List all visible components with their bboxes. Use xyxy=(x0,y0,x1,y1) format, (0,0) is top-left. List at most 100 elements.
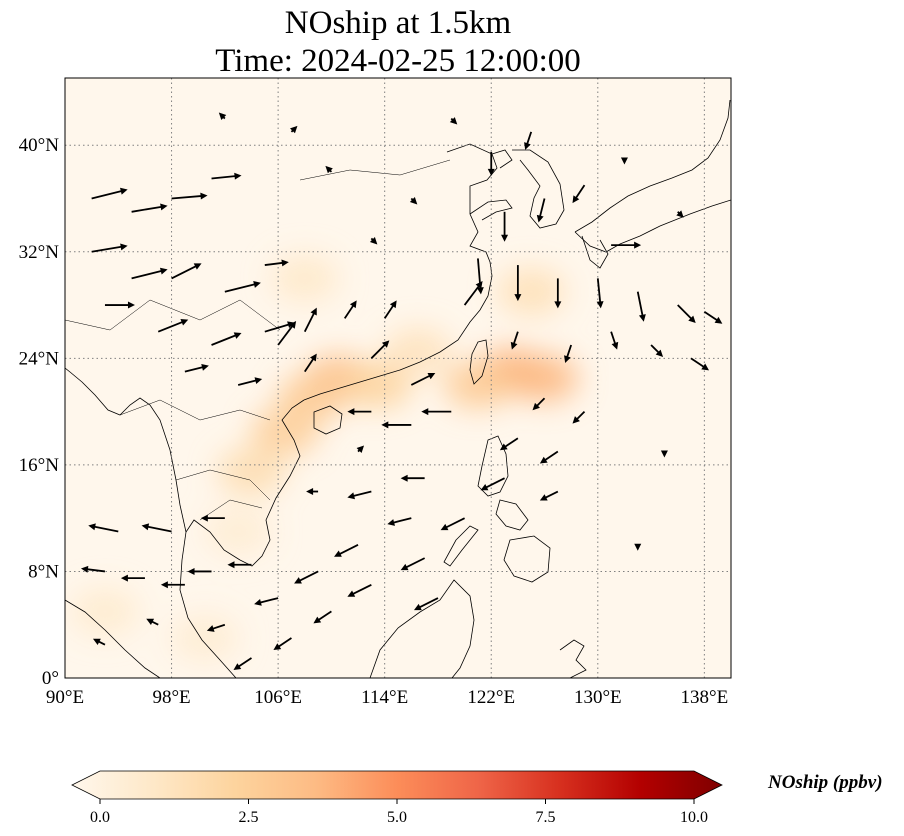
coastline-hainan xyxy=(313,405,343,435)
coastline-luzon xyxy=(477,435,509,497)
lon-tick-label: 122°E xyxy=(467,687,515,708)
wind-arrow xyxy=(200,514,225,522)
coastline-liaodong xyxy=(491,149,513,169)
concentration-blob xyxy=(443,360,512,409)
wind-arrow xyxy=(610,331,619,350)
lon-tick-label: 106°E xyxy=(254,687,302,708)
wind-arrow xyxy=(233,657,252,671)
coastline-korea xyxy=(512,149,565,229)
wind-arrow xyxy=(304,353,317,373)
concentration-blob xyxy=(383,327,452,376)
wind-arrow xyxy=(171,263,202,280)
colorbar-body xyxy=(71,770,723,800)
wind-arrow xyxy=(369,237,378,245)
wind-arrow xyxy=(480,477,505,491)
coastline-shandong xyxy=(469,199,513,221)
colorbar-tick-label: 0.0 xyxy=(90,809,110,826)
colorbar-ticks: 0.0 2.5 5.0 7.5 10.0 xyxy=(90,799,708,826)
lon-tick-label: 90°E xyxy=(46,687,84,708)
wind-arrow xyxy=(218,112,227,120)
wind-arrow xyxy=(690,357,710,371)
wind-arrow xyxy=(347,583,372,597)
coastline-thailand-gulf xyxy=(179,519,241,678)
wind-arrow xyxy=(413,597,439,611)
wind-arrow xyxy=(334,543,359,557)
border-lines xyxy=(65,159,451,521)
wind-arrow xyxy=(514,265,522,302)
wind-arrow xyxy=(650,344,664,357)
wind-arrow xyxy=(91,243,128,253)
wind-arrow xyxy=(187,567,212,575)
lon-tick-label: 138°E xyxy=(681,687,729,708)
concentration-blob xyxy=(217,447,286,496)
concentration-blob xyxy=(70,587,139,636)
wind-arrow xyxy=(211,172,242,180)
wind-arrow xyxy=(476,258,484,295)
colorbar-tick-label: 2.5 xyxy=(239,809,259,826)
wind-arrow xyxy=(92,638,106,646)
wind-arrow xyxy=(104,301,135,309)
wind-arrow xyxy=(171,192,208,200)
wind-arrow xyxy=(539,450,559,464)
wind-arrow xyxy=(343,300,357,319)
wind-arrow xyxy=(421,408,452,416)
wind-arrow xyxy=(487,151,495,176)
wind-arrow xyxy=(347,408,372,416)
wind-arrow xyxy=(347,490,372,500)
lat-tick-label: 24°N xyxy=(19,348,60,369)
wind-vectors xyxy=(80,112,723,671)
wind-arrow xyxy=(294,570,319,584)
coastline-mindanao xyxy=(503,535,551,583)
wind-arrow xyxy=(387,517,412,526)
concentration-blob xyxy=(510,354,579,403)
wind-arrow xyxy=(532,397,546,411)
concentration-blob xyxy=(250,407,319,456)
wind-arrow xyxy=(660,450,668,458)
wind-arrow xyxy=(184,363,209,373)
plot-title-line2: Time: 2024-02-25 12:00:00 xyxy=(215,43,581,79)
coastline-myanmar xyxy=(65,367,187,533)
wind-arrow xyxy=(572,410,586,424)
colorbar: 0.0 2.5 5.0 7.5 10.0 NOship (ppbv) xyxy=(71,770,883,826)
wind-arrow xyxy=(400,557,426,571)
colorbar-tick-label: 7.5 xyxy=(536,809,556,826)
wind-arrow xyxy=(80,565,106,573)
coastline-japan-honshu xyxy=(574,99,731,233)
wind-arrow xyxy=(303,307,317,333)
wind-arrow xyxy=(634,543,642,551)
wind-arrow xyxy=(237,377,263,386)
concentration-blob xyxy=(270,254,339,303)
wind-arrow xyxy=(370,340,390,359)
wind-arrow xyxy=(313,610,332,624)
lon-tick-label: 98°E xyxy=(152,687,190,708)
wind-arrow xyxy=(91,187,128,200)
wind-arrow xyxy=(356,445,365,453)
concentration-blob xyxy=(344,360,413,409)
coastline-sumatra xyxy=(65,599,161,678)
wind-arrow xyxy=(564,344,573,363)
wind-arrow xyxy=(273,637,292,651)
wind-arrow xyxy=(620,157,628,165)
wind-arrow xyxy=(383,300,397,319)
wind-arrow xyxy=(572,184,586,204)
wind-arrow xyxy=(88,523,119,533)
plot-title-line1: NOship at 1.5km xyxy=(284,5,512,41)
wind-arrow xyxy=(160,581,185,589)
wind-arrow xyxy=(120,574,145,582)
coastline-borneo xyxy=(369,579,475,678)
map-panel: 90°E 98°E 106°E 114°E 122°E 130°E 138°E 0° 8°N 1… xyxy=(19,77,732,708)
wind-arrow xyxy=(141,523,172,533)
concentration-blob xyxy=(204,507,273,556)
wind-arrow xyxy=(211,332,242,346)
coastline-taiwan xyxy=(469,339,489,385)
wind-arrow xyxy=(277,321,297,346)
coastlines xyxy=(65,99,731,678)
concentration-blob xyxy=(497,267,566,316)
coastline-china-mainland xyxy=(303,143,498,401)
lon-tick-label: 130°E xyxy=(574,687,622,708)
wind-arrow xyxy=(409,197,418,205)
coastline-palawan xyxy=(443,525,479,567)
wind-arrow xyxy=(524,131,533,150)
concentration-field xyxy=(70,254,579,663)
